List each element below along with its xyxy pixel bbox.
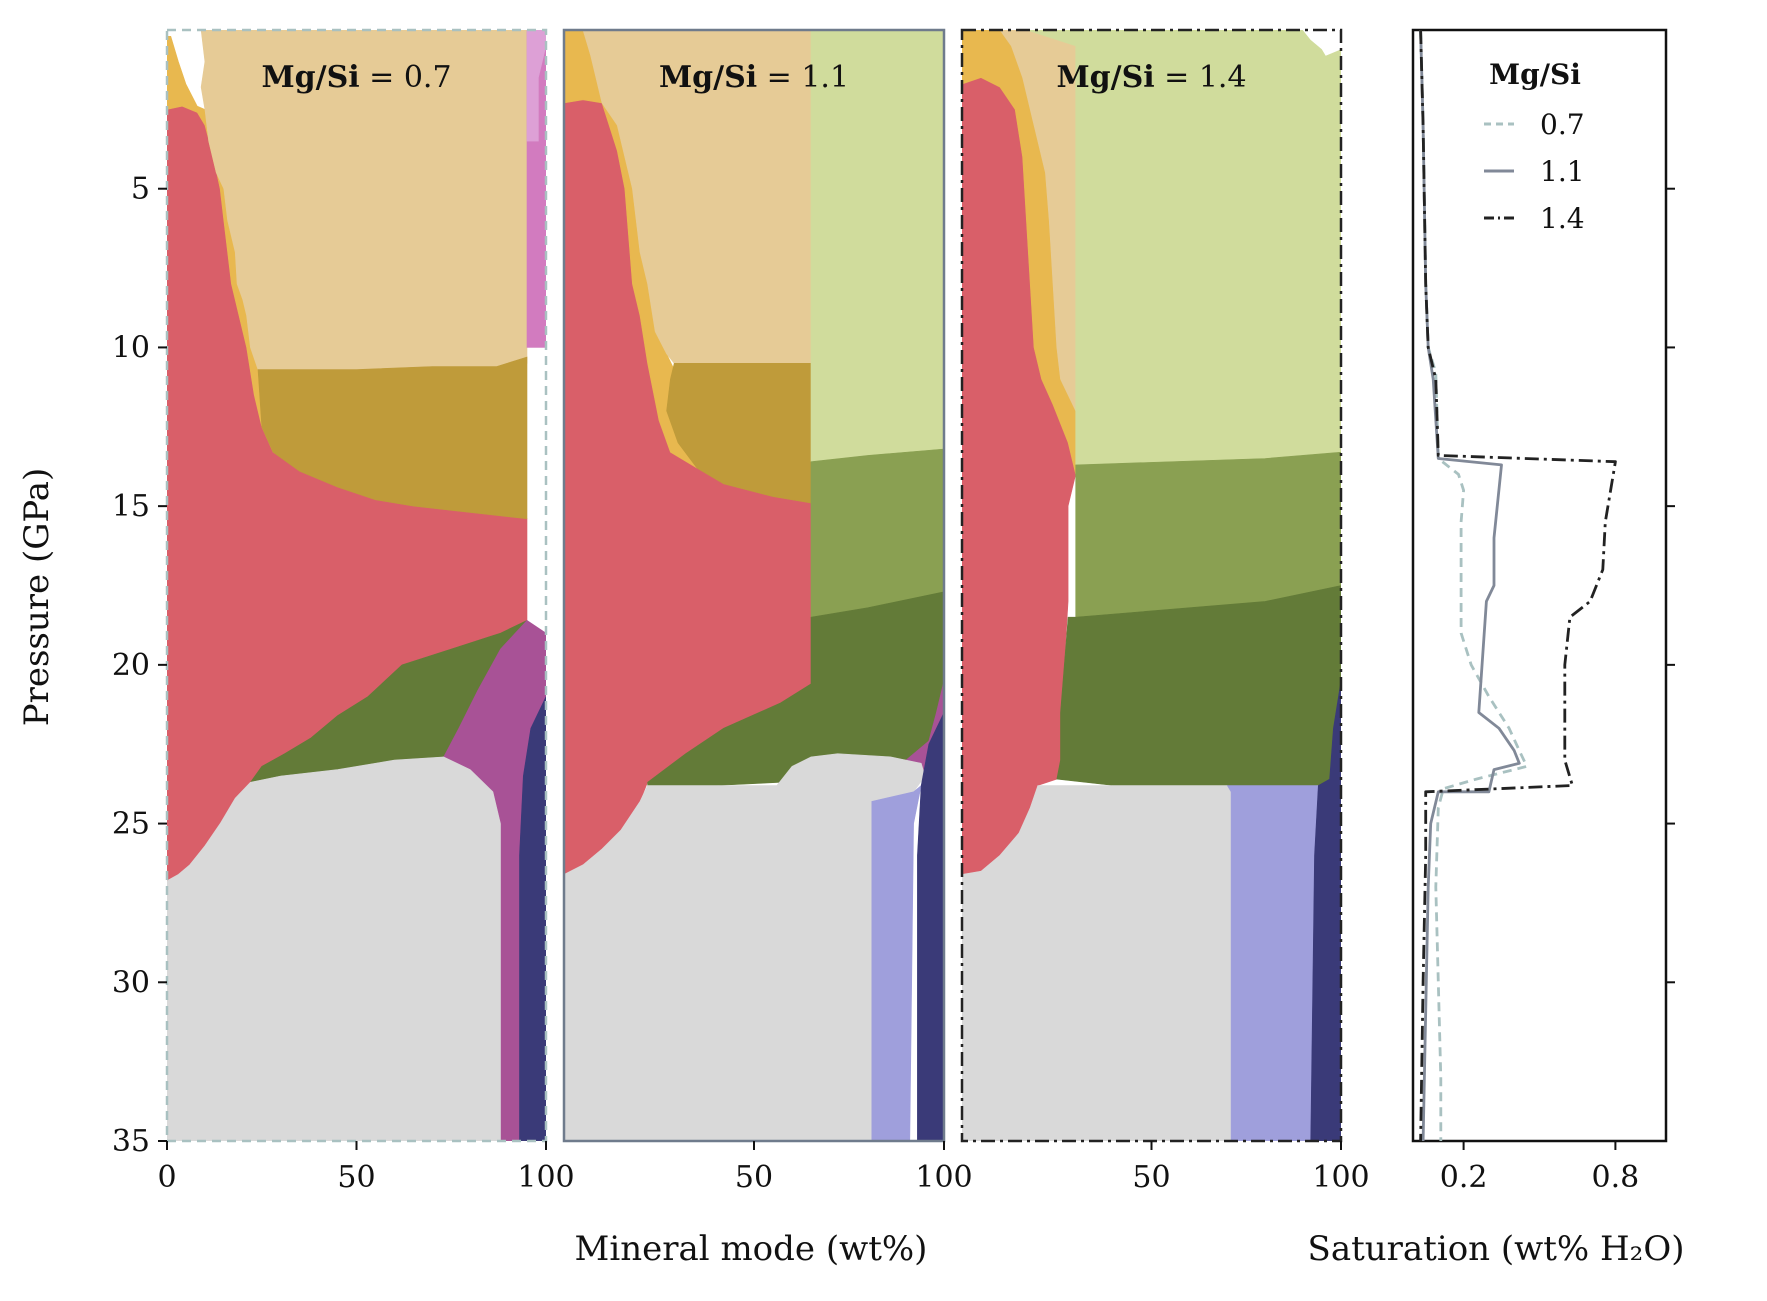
saturation-panel: 0.2 0.8 Mg/Si 0.7 1.1 1.4 [1411, 28, 1675, 1195]
panel-title: Mg/Si = 1.4 [1056, 60, 1246, 95]
x-tick-label: 0 [157, 1160, 176, 1195]
panel-x-axis: 50 100 [735, 1141, 973, 1195]
mineral-region-6 [962, 785, 1232, 1141]
x-tick-label: 0.2 [1440, 1160, 1488, 1195]
saturation-line-1-1 [1419, 29, 1521, 1142]
saturation-line-1-4 [1419, 29, 1617, 1142]
y-tick-label: 25 [112, 807, 150, 842]
y-tick-label: 30 [112, 965, 150, 1000]
panel-title-bold: Mg/Si [1056, 60, 1154, 95]
y-tick-label: 15 [112, 489, 150, 524]
panel-title-value: = 1.4 [1155, 60, 1247, 95]
mineral-region-9 [1302, 30, 1341, 56]
mineral-region-5 [810, 448, 944, 618]
legend-title: Mg/Si [1489, 58, 1581, 91]
y-tick-label: 5 [131, 172, 150, 207]
panel-frame [165, 28, 548, 1143]
x-tick-label: 100 [517, 1160, 574, 1195]
panel-title: Mg/Si = 1.1 [659, 60, 849, 95]
mineral-region-6 [167, 756, 501, 1141]
panel-title: Mg/Si = 0.7 [261, 60, 451, 95]
x-tick-label: 50 [735, 1160, 773, 1195]
x-axis-label-saturation: Saturation (wt% H₂O) [1308, 1229, 1685, 1269]
x-tick-label: 100 [915, 1160, 972, 1195]
panel-x-axis: 50 100 [1132, 1141, 1370, 1195]
x-tick-label: 50 [337, 1160, 375, 1195]
mineral-region-9 [871, 784, 922, 1141]
panel-mgsi_1_4: 50 100 Mg/Si = 1.4 [960, 28, 1370, 1195]
mineral-region-7 [1226, 785, 1323, 1141]
panel-title-value: = 1.1 [757, 60, 849, 95]
mineral-region-4 [1075, 451, 1341, 618]
mineral-region-8 [1310, 680, 1341, 1141]
panel-mgsi_0_7: 0 50 100 Mg/Si = 0.7 [157, 28, 575, 1195]
mineral-region-3 [257, 356, 528, 520]
legend-label: 1.4 [1540, 202, 1585, 235]
legend: Mg/Si 0.7 1.1 1.4 [1484, 58, 1585, 235]
x-axis-label-mineral-mode: Mineral mode (wt%) [575, 1229, 928, 1269]
panel-title-bold: Mg/Si [659, 60, 757, 95]
y-axis: Pressure (GPa) 5 10 15 20 25 30 35 [17, 172, 167, 1159]
y-tick-label: 10 [112, 330, 150, 365]
panel-regions [564, 30, 944, 1141]
legend-label: 1.1 [1540, 155, 1585, 188]
panel-regions [167, 30, 546, 1141]
mineral-region-7 [519, 696, 546, 1141]
y-axis-label: Pressure (GPa) [17, 468, 57, 727]
x-tick-label: 100 [1312, 1160, 1369, 1195]
area-panels: 0 50 100 Mg/Si = 0.7 50 100 Mg/Si = 1.1 50 100 Mg… [157, 28, 1370, 1195]
x-tick-label: 0.8 [1592, 1160, 1640, 1195]
panel-mgsi_1_1: 50 100 Mg/Si = 1.1 [562, 28, 973, 1195]
x-tick-label: 50 [1132, 1160, 1170, 1195]
panel-x-axis: 0 50 100 [157, 1141, 575, 1195]
mineral-region-9 [526, 30, 546, 142]
y-tick-label: 35 [112, 1124, 150, 1159]
panel-title-value: = 0.7 [360, 60, 452, 95]
mineral-region-5 [1056, 585, 1341, 786]
y-tick-label: 20 [112, 648, 150, 683]
mineral-region-10 [917, 712, 944, 1141]
saturation-frame [1411, 28, 1668, 1143]
legend-label: 0.7 [1540, 108, 1585, 141]
panel-title-bold: Mg/Si [261, 60, 359, 95]
panel-regions [962, 30, 1341, 1141]
